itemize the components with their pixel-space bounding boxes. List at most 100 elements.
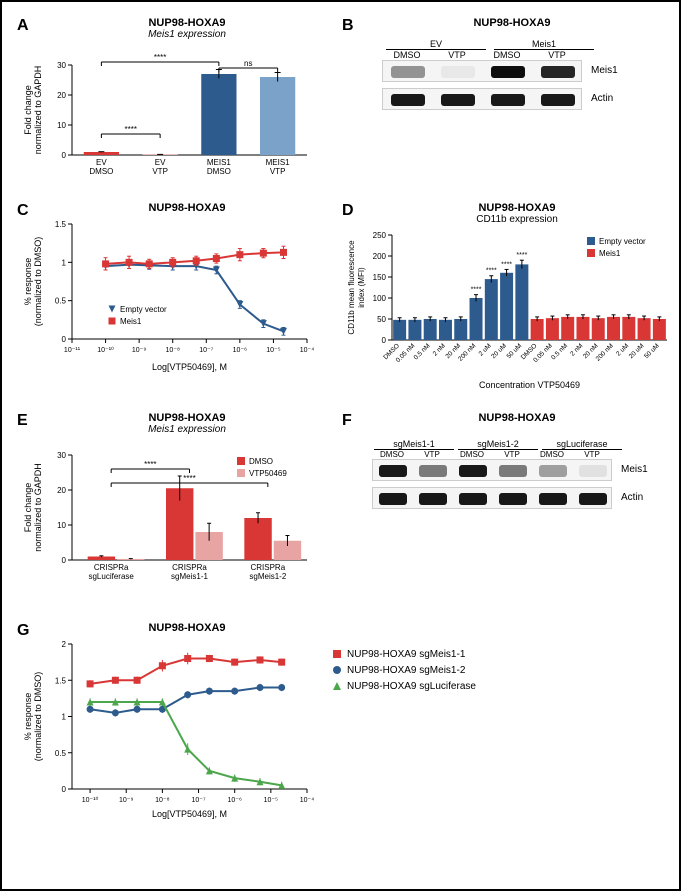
panel-a: A NUP98-HOXA9 Meis1 expression 0102030Fo… [17,17,317,187]
svg-text:index (MFI): index (MFI) [357,267,366,308]
svg-text:10⁻⁴: 10⁻⁴ [300,347,315,354]
svg-text:EV: EV [155,158,166,167]
panel-b-title: NUP98-HOXA9 [362,17,662,29]
panel-f-label: F [342,412,352,430]
panel-b-blot: EVMeis1DMSOVTPDMSOVTPMeis1Actin [382,39,622,110]
svg-text:NUP98-HOXA9 sgMeis1-1: NUP98-HOXA9 sgMeis1-1 [347,649,466,660]
panel-c-chart: 00.511.510⁻¹¹10⁻¹⁰10⁻⁹10⁻⁸10⁻⁷10⁻⁶10⁻⁵10… [17,214,317,374]
svg-text:200: 200 [373,252,387,261]
svg-text:50 uM: 50 uM [643,342,661,360]
svg-text:****: **** [501,261,512,268]
svg-text:10⁻⁷: 10⁻⁷ [199,347,213,354]
svg-text:% response: % response [23,693,33,741]
svg-text:20: 20 [57,486,66,495]
svg-text:20: 20 [57,91,66,100]
svg-text:Meis1: Meis1 [120,317,142,326]
svg-text:10⁻⁹: 10⁻⁹ [132,347,146,354]
svg-text:30: 30 [57,61,66,70]
svg-text:10⁻¹⁰: 10⁻¹⁰ [82,796,99,804]
svg-text:VTP: VTP [270,167,286,176]
svg-text:30: 30 [57,451,66,460]
svg-text:Log[VTP50469], M: Log[VTP50469], M [152,362,227,372]
svg-text:10⁻⁷: 10⁻⁷ [192,797,206,804]
panel-c-label: C [17,202,29,220]
svg-text:10: 10 [57,121,66,130]
svg-text:20 uM: 20 uM [628,342,646,360]
svg-text:NUP98-HOXA9 sgLuciferase: NUP98-HOXA9 sgLuciferase [347,681,476,692]
svg-text:150: 150 [373,273,387,282]
panel-c: C NUP98-HOXA9 00.511.510⁻¹¹10⁻¹⁰10⁻⁹10⁻⁸… [17,202,317,382]
svg-text:0: 0 [382,336,387,345]
panel-a-subtitle: Meis1 expression [57,29,317,40]
svg-text:MEIS1: MEIS1 [266,158,291,167]
panel-d-subtitle: CD11b expression [362,214,672,225]
svg-text:1.5: 1.5 [55,220,67,229]
svg-text:10⁻¹⁰: 10⁻¹⁰ [97,346,114,354]
panel-a-chart: 0102030Fold changenormalized to GAPDHEVD… [17,40,317,185]
svg-text:% response: % response [23,258,33,306]
panel-e-label: E [17,412,28,430]
svg-text:CRISPRa: CRISPRa [94,563,129,572]
svg-text:sgMeis1-2: sgMeis1-2 [249,572,286,581]
svg-text:DMSO: DMSO [249,457,273,466]
svg-text:****: **** [183,474,195,483]
svg-text:****: **** [154,53,166,62]
svg-text:DMSO: DMSO [207,167,231,176]
panel-e-subtitle: Meis1 expression [57,424,317,435]
panel-a-label: A [17,17,29,35]
svg-text:EV: EV [96,158,107,167]
svg-text:MEIS1: MEIS1 [207,158,232,167]
svg-text:0.5 nM: 0.5 nM [413,342,432,361]
panel-d: D NUP98-HOXA9 CD11b expression 050100150… [342,202,672,402]
svg-text:normalized to GAPDH: normalized to GAPDH [33,66,43,155]
svg-text:10⁻⁸: 10⁻⁸ [155,797,169,804]
panel-d-label: D [342,202,354,220]
svg-text:10⁻⁵: 10⁻⁵ [264,797,278,804]
svg-text:CRISPRa: CRISPRa [250,563,285,572]
svg-text:normalized to GAPDH: normalized to GAPDH [33,463,43,552]
svg-text:10⁻¹¹: 10⁻¹¹ [64,347,81,354]
svg-text:10: 10 [57,521,66,530]
panel-d-chart: 050100150200250CD11b mean fluorescencein… [342,225,672,390]
svg-text:0: 0 [62,785,67,794]
panel-c-title: NUP98-HOXA9 [57,202,317,214]
svg-text:CRISPRa: CRISPRa [172,563,207,572]
svg-text:VTP50469: VTP50469 [249,469,287,478]
svg-text:NUP98-HOXA9 sgMeis1-2: NUP98-HOXA9 sgMeis1-2 [347,665,466,676]
svg-text:****: **** [144,460,156,469]
svg-text:100: 100 [373,294,387,303]
svg-text:Empty vector: Empty vector [120,305,167,314]
panel-f: F NUP98-HOXA9 sgMeis1-1sgMeis1-2sgLucife… [342,412,672,597]
svg-text:****: **** [486,268,497,275]
svg-text:1: 1 [62,258,67,267]
svg-text:0.5: 0.5 [55,749,67,758]
svg-text:VTP: VTP [152,167,168,176]
svg-text:****: **** [516,252,527,259]
panel-f-title: NUP98-HOXA9 [362,412,672,424]
panel-f-blot: sgMeis1-1sgMeis1-2sgLuciferaseDMSOVTPDMS… [372,439,642,509]
svg-text:sgMeis1-1: sgMeis1-1 [171,572,208,581]
svg-text:Log[VTP50469], M: Log[VTP50469], M [152,809,227,819]
svg-text:1: 1 [62,713,67,722]
svg-text:10⁻⁵: 10⁻⁵ [266,347,280,354]
panel-a-title: NUP98-HOXA9 [57,17,317,29]
svg-text:Empty vector: Empty vector [599,237,646,246]
panel-g: G NUP98-HOXA9 00.511.5210⁻¹⁰10⁻⁹10⁻⁸10⁻⁷… [17,622,667,872]
svg-text:****: **** [471,287,482,294]
svg-text:****: **** [125,125,137,134]
svg-text:0: 0 [62,335,67,344]
svg-text:20 uM: 20 uM [490,342,508,360]
svg-text:10⁻⁶: 10⁻⁶ [228,797,242,804]
svg-text:10⁻⁸: 10⁻⁸ [165,347,179,354]
svg-text:1.5: 1.5 [55,676,67,685]
panel-e-title: NUP98-HOXA9 [57,412,317,424]
svg-text:50: 50 [377,315,386,324]
panel-g-chart: 00.511.5210⁻¹⁰10⁻⁹10⁻⁸10⁻⁷10⁻⁶10⁻⁵10⁻⁴% … [17,634,667,864]
svg-text:(normalized to DMSO): (normalized to DMSO) [33,672,43,762]
svg-text:2: 2 [62,640,67,649]
svg-text:Meis1: Meis1 [599,249,621,258]
svg-text:0: 0 [62,556,67,565]
svg-text:10⁻⁶: 10⁻⁶ [233,347,247,354]
svg-text:DMSO: DMSO [89,167,113,176]
svg-text:10⁻⁹: 10⁻⁹ [119,797,133,804]
